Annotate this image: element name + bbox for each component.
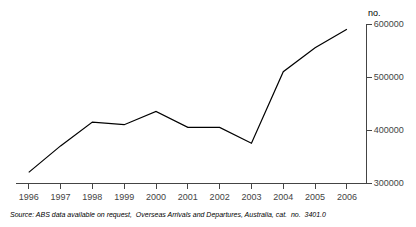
svg-text:2006: 2006 [337, 192, 357, 202]
svg-text:600000: 600000 [374, 19, 404, 29]
svg-text:no.: no. [368, 8, 381, 18]
svg-text:2000: 2000 [146, 192, 166, 202]
svg-text:500000: 500000 [374, 72, 404, 82]
svg-text:2001: 2001 [178, 192, 198, 202]
svg-text:2004: 2004 [273, 192, 293, 202]
svg-text:2002: 2002 [210, 192, 230, 202]
svg-text:2005: 2005 [305, 192, 325, 202]
svg-text:1998: 1998 [82, 192, 102, 202]
svg-text:400000: 400000 [374, 125, 404, 135]
svg-text:1997: 1997 [51, 192, 71, 202]
svg-text:1996: 1996 [19, 192, 39, 202]
svg-text:1999: 1999 [114, 192, 134, 202]
svg-text:Source: ABS data available on: Source: ABS data available on request, O… [10, 211, 326, 219]
svg-text:2003: 2003 [241, 192, 261, 202]
svg-text:300000: 300000 [374, 178, 404, 188]
